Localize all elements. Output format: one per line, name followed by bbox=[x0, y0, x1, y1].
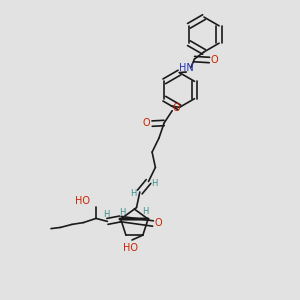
Text: H: H bbox=[130, 189, 137, 198]
Text: O: O bbox=[143, 118, 151, 128]
Text: H: H bbox=[103, 210, 109, 219]
Text: O: O bbox=[211, 55, 219, 65]
Text: H: H bbox=[142, 207, 149, 216]
Text: O: O bbox=[173, 103, 181, 113]
Text: O: O bbox=[154, 218, 162, 228]
Text: H: H bbox=[119, 208, 126, 217]
Text: H: H bbox=[151, 178, 158, 188]
Text: HN: HN bbox=[179, 63, 194, 74]
Text: HO: HO bbox=[123, 243, 138, 254]
Text: HO: HO bbox=[75, 196, 90, 206]
